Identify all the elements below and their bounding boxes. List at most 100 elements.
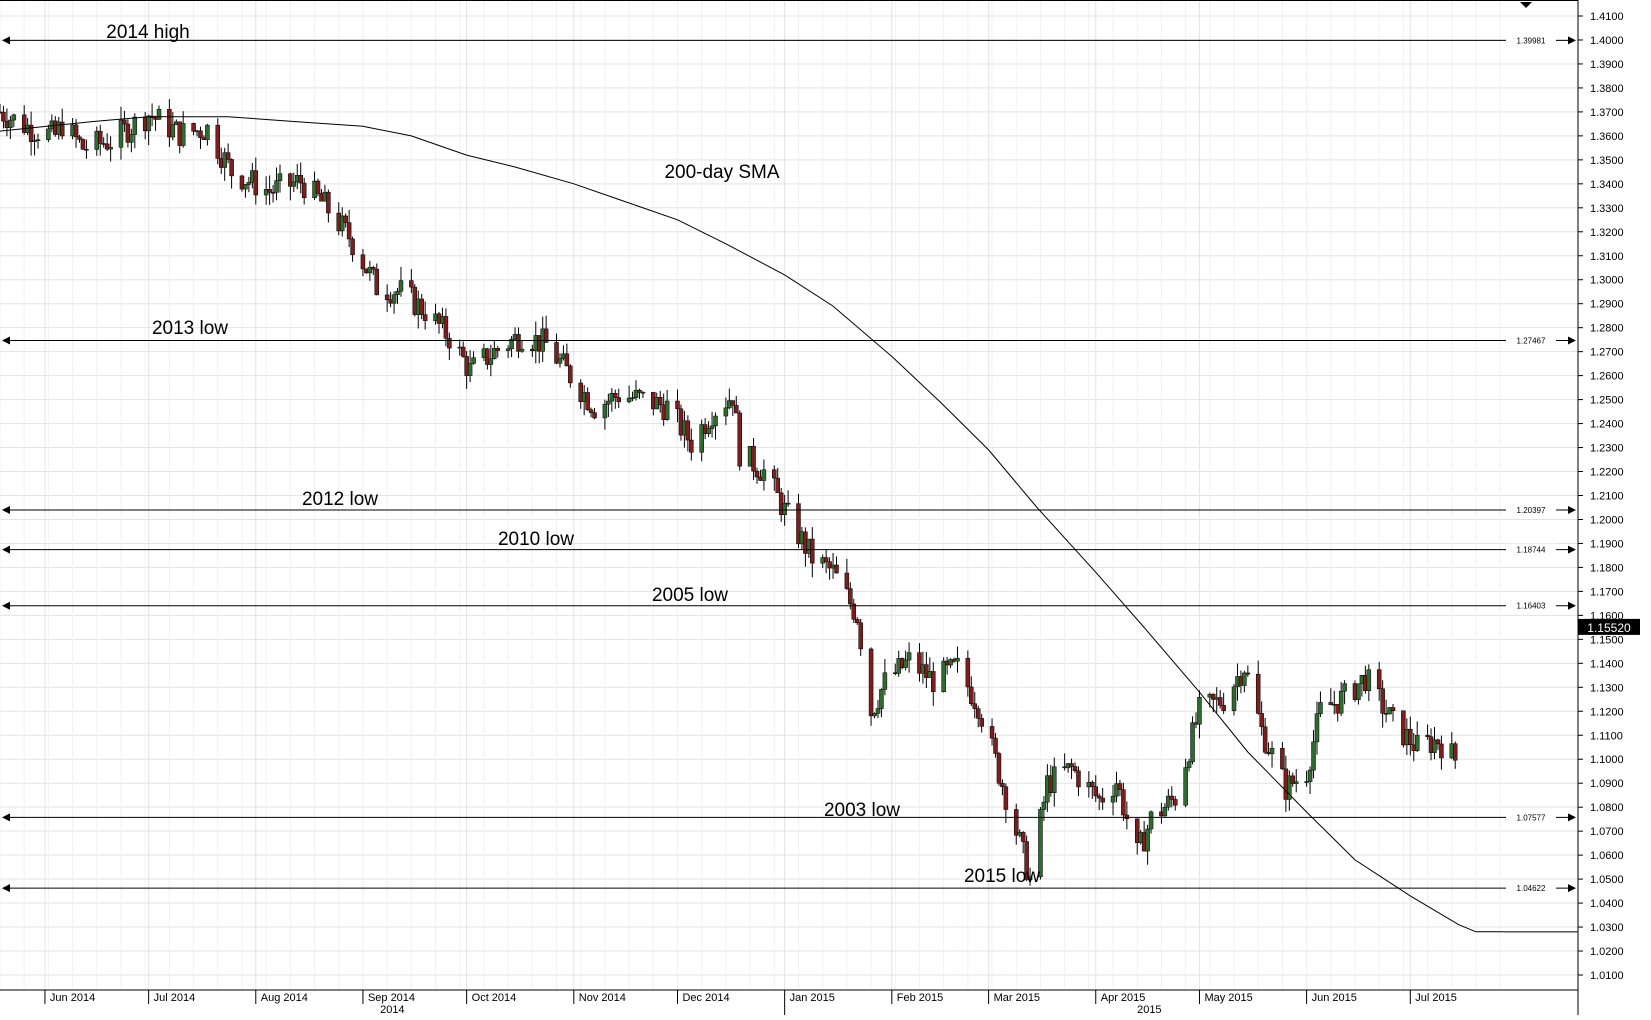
candle-body: [796, 503, 801, 545]
candle-body: [637, 389, 642, 393]
candle-body: [1162, 806, 1168, 817]
candle-body: [46, 128, 51, 140]
candle-body: [1338, 690, 1344, 714]
level-arrow-left: [2, 505, 10, 514]
candle-body: [1242, 672, 1247, 686]
level-tag: 1.04622: [1517, 884, 1546, 893]
y-tick-label: 1.1900: [1590, 538, 1624, 550]
candle-body: [1134, 818, 1140, 843]
level-tag: 1.16403: [1517, 602, 1546, 611]
level-arrow-left: [2, 601, 10, 610]
y-tick-label: 1.1600: [1590, 610, 1624, 622]
annotation-2013-low: 2013 low: [152, 318, 228, 339]
candle-body: [1072, 766, 1078, 771]
candle-body: [1293, 781, 1299, 784]
candle-body: [1024, 841, 1029, 880]
candle-body: [246, 182, 252, 185]
candle-body: [868, 648, 874, 717]
y-tick-label: 1.0800: [1590, 802, 1624, 814]
candle-body: [485, 348, 490, 365]
candle-body: [391, 294, 397, 304]
candle-body: [626, 397, 632, 403]
y-tick-label: 1.3900: [1590, 59, 1624, 71]
candle-body: [73, 124, 79, 138]
candle-body: [931, 671, 936, 692]
y-tick-label: 1.2400: [1590, 419, 1624, 431]
current-price-box: [1578, 618, 1640, 635]
level-tag-bg: [1506, 543, 1556, 556]
candle-body: [467, 363, 473, 376]
y-tick-label: 1.3100: [1590, 251, 1624, 263]
level-tag-bg: [1506, 811, 1556, 824]
candle-body: [243, 184, 248, 190]
candle-body: [1287, 775, 1292, 800]
candle-body: [1076, 770, 1081, 788]
candle-body: [104, 143, 110, 150]
annotation-2010-low: 2010 low: [498, 529, 574, 550]
candle-body: [706, 428, 711, 434]
candle-body: [339, 215, 345, 232]
y-tick-label: 1.3300: [1590, 203, 1624, 215]
level-arrow-right: [1568, 884, 1576, 893]
candle-body: [785, 502, 791, 505]
candle-body: [1117, 783, 1123, 790]
candle-body: [239, 175, 245, 190]
candle-body: [754, 470, 760, 478]
candle-body: [301, 182, 307, 198]
candle-body: [167, 109, 172, 138]
y-tick-label: 1.1700: [1590, 586, 1624, 598]
candle-body: [1221, 705, 1226, 712]
candle-body: [713, 415, 718, 427]
level-arrow-right: [1568, 545, 1576, 554]
candle-body: [225, 152, 231, 160]
candle-body: [633, 389, 639, 398]
levels-layer: 1.39981 1.27467 1.20397 1.18744 1.16403 1.075…: [2, 34, 1576, 895]
candles-layer: [0, 99, 1458, 886]
y-tick-label: 1.0600: [1590, 850, 1624, 862]
candle-body: [395, 291, 400, 296]
x-month-label: Oct 2014: [472, 992, 517, 1004]
y-tick-label: 1.2200: [1590, 467, 1624, 479]
y-tick-label: 1.2500: [1590, 395, 1624, 407]
candle-body: [1052, 766, 1057, 793]
level-tag: 1.27467: [1517, 336, 1546, 345]
candle-body: [1186, 761, 1192, 768]
candle-body: [1304, 781, 1309, 783]
candle-body: [443, 316, 449, 339]
y-tick-label: 1.1200: [1590, 706, 1624, 718]
candle-body: [1190, 722, 1195, 763]
grid-layer: [0, 0, 1578, 990]
y-tick-label: 1.0100: [1590, 970, 1624, 982]
annotation-2005-low: 2005 low: [652, 585, 728, 606]
candle-body: [253, 170, 259, 196]
candle-body: [613, 393, 618, 398]
candle-body: [509, 338, 514, 350]
candle-body: [616, 397, 621, 403]
candle-body: [11, 114, 17, 121]
candle-body: [505, 348, 511, 351]
y-axis: 1.4100 1.4000 1.3900 1.3800 1.3700 1.3600 1.35…: [1578, 11, 1624, 982]
candle-body: [1269, 748, 1275, 755]
y-tick-label: 1.4000: [1590, 35, 1624, 47]
candle-body: [823, 557, 829, 562]
candle-body: [59, 121, 65, 137]
y-tick-label: 1.0700: [1590, 826, 1624, 838]
y-tick-label: 1.3400: [1590, 179, 1624, 191]
annotation-2014-high: 2014 high: [106, 22, 189, 43]
candle-body: [229, 159, 234, 177]
sma-200-line: [0, 116, 1504, 933]
level-arrow-right: [1568, 36, 1576, 45]
candle-body: [993, 737, 998, 754]
candle-body: [588, 409, 594, 413]
candle-body: [1100, 797, 1105, 803]
candle-body: [28, 124, 34, 142]
candle-body: [129, 134, 134, 143]
candle-body: [879, 689, 884, 709]
candle-body: [564, 353, 570, 367]
x-month-label: Mar 2015: [994, 992, 1040, 1004]
candle-body: [810, 538, 815, 564]
x-axis: Jun 2014 Jul 2014 Aug 2014 Sep 2014 Oct 2014…: [44, 990, 1457, 1016]
candle-body: [557, 358, 563, 364]
level-arrow-left: [2, 36, 10, 45]
